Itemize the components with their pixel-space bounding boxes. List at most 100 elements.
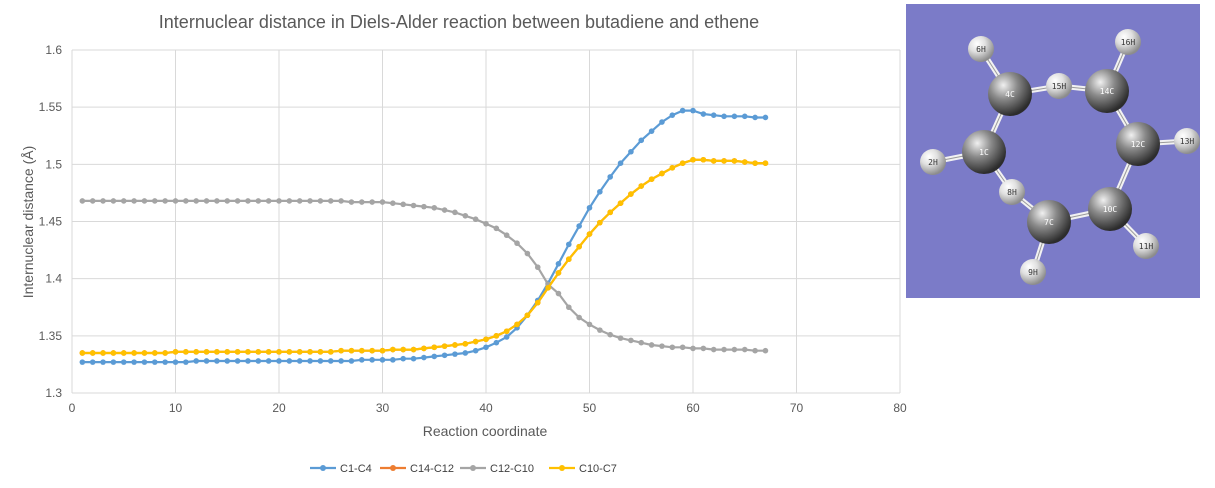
legend-label: C14-C12 bbox=[410, 463, 454, 475]
data-point bbox=[752, 160, 758, 166]
data-point bbox=[120, 359, 127, 365]
data-point bbox=[193, 198, 199, 204]
carbon-atom: 4C bbox=[988, 72, 1032, 116]
data-point bbox=[89, 198, 96, 204]
hydrogen-atom: 9H bbox=[1020, 259, 1046, 285]
x-tick-label: 80 bbox=[893, 401, 907, 415]
data-point bbox=[514, 240, 520, 247]
legend-label: C12-C10 bbox=[490, 463, 534, 475]
data-point bbox=[741, 346, 748, 353]
data-point bbox=[628, 148, 634, 155]
data-point bbox=[120, 198, 127, 204]
legend-marker bbox=[320, 465, 326, 471]
data-point bbox=[493, 339, 500, 346]
data-point bbox=[172, 198, 179, 204]
data-point bbox=[597, 219, 603, 226]
atom-label: 4C bbox=[1005, 90, 1015, 99]
data-point bbox=[628, 337, 634, 344]
atom-label: 16H bbox=[1121, 38, 1136, 47]
gridlines bbox=[71, 49, 901, 394]
hydrogen-atom: 16H bbox=[1115, 29, 1141, 55]
series-C12-C10 bbox=[79, 198, 769, 354]
data-point bbox=[79, 350, 86, 356]
data-point bbox=[183, 359, 189, 365]
series-line bbox=[82, 158, 766, 355]
x-tick-label: 50 bbox=[583, 401, 597, 415]
data-point bbox=[245, 358, 251, 364]
data-point bbox=[462, 212, 469, 219]
x-tick-label: 0 bbox=[69, 401, 76, 415]
data-point bbox=[576, 243, 582, 250]
data-point bbox=[317, 198, 324, 204]
data-point bbox=[503, 328, 510, 335]
legend-item: C1-C4 bbox=[310, 463, 372, 475]
atom-sphere bbox=[1020, 259, 1046, 285]
data-point bbox=[379, 199, 386, 205]
data-point bbox=[638, 183, 645, 189]
data-point bbox=[276, 358, 282, 364]
x-tick-label: 70 bbox=[790, 401, 804, 415]
data-point bbox=[472, 338, 479, 345]
data-point bbox=[597, 188, 603, 195]
x-axis-ticks: 0 10 20 30 40 50 60 70 80 bbox=[69, 401, 907, 415]
data-point bbox=[452, 209, 458, 216]
data-point bbox=[369, 347, 375, 354]
data-point bbox=[359, 347, 365, 354]
data-point bbox=[110, 350, 117, 356]
data-point bbox=[690, 345, 696, 352]
data-point bbox=[234, 198, 241, 204]
data-point bbox=[234, 349, 241, 355]
data-point bbox=[193, 358, 199, 364]
data-point bbox=[390, 346, 396, 353]
y-tick-label: 1.6 bbox=[45, 43, 62, 57]
data-point bbox=[100, 350, 106, 356]
hydrogen-atom: 11H bbox=[1133, 233, 1159, 259]
atom-label: 11H bbox=[1139, 242, 1154, 251]
data-point bbox=[710, 112, 717, 118]
data-point bbox=[741, 113, 748, 120]
data-point bbox=[452, 342, 458, 348]
data-point bbox=[276, 349, 282, 355]
data-point bbox=[452, 351, 458, 357]
data-point bbox=[638, 137, 645, 144]
molecule-image: 6H 16H 4C 15H 14C 2H 1C 12C 13H 8H 7C 10C 11H 9H bbox=[906, 4, 1200, 298]
data-point bbox=[327, 349, 334, 355]
data-point bbox=[721, 113, 727, 120]
data-point bbox=[390, 357, 396, 363]
data-point bbox=[224, 358, 231, 364]
carbon-atom: 1C bbox=[962, 130, 1006, 174]
legend-marker bbox=[470, 465, 476, 471]
data-point bbox=[514, 321, 520, 328]
y-tick-label: 1.4 bbox=[45, 272, 62, 286]
data-point bbox=[483, 336, 489, 343]
x-axis-label: Reaction coordinate bbox=[423, 423, 548, 439]
data-point bbox=[648, 176, 655, 182]
data-point bbox=[317, 358, 324, 364]
atom-label: 15H bbox=[1052, 82, 1067, 91]
data-point bbox=[762, 347, 769, 354]
data-point bbox=[224, 198, 231, 204]
data-point bbox=[555, 290, 562, 297]
data-point bbox=[421, 345, 427, 352]
hydrogen-atom: 6H bbox=[968, 36, 994, 62]
data-point bbox=[224, 349, 231, 355]
data-point bbox=[390, 200, 396, 207]
data-point bbox=[296, 349, 303, 355]
data-point bbox=[524, 250, 531, 257]
carbon-atom: 10C bbox=[1088, 187, 1132, 231]
data-point bbox=[193, 349, 199, 355]
atom-sphere bbox=[962, 130, 1006, 174]
chart-panel: Internuclear distance in Diels-Alder rea… bbox=[20, 12, 907, 475]
data-point bbox=[286, 349, 293, 355]
data-point bbox=[690, 107, 696, 114]
series-line bbox=[82, 199, 766, 352]
data-point bbox=[286, 198, 293, 204]
data-point bbox=[659, 119, 665, 125]
data-point bbox=[379, 357, 386, 363]
atom-sphere bbox=[988, 72, 1032, 116]
data-point bbox=[566, 304, 572, 311]
data-point bbox=[555, 261, 562, 267]
series-line bbox=[82, 158, 766, 355]
legend-label: C1-C4 bbox=[340, 463, 372, 475]
data-point bbox=[731, 158, 738, 164]
